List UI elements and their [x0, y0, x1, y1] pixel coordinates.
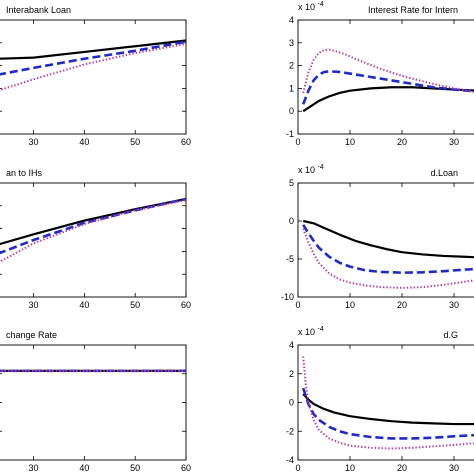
y-tick-label: 5 — [289, 178, 294, 188]
y-tick-label: 0 — [289, 106, 294, 116]
series-group — [0, 39, 186, 92]
x-tick-label: 30 — [449, 463, 459, 473]
panel-6: d.G x 10 -4 0 10 20 30 -4 -2 0 2 4 — [286, 326, 474, 473]
panel-3: an to IHs 30 40 50 60 — [0, 168, 191, 310]
x-tick-label: 30 — [449, 300, 459, 310]
x-tick-label: 20 — [397, 300, 407, 310]
x-tick-label: 0 — [295, 137, 300, 147]
y-tick-label: 2 — [289, 369, 294, 379]
x-tick-label: 30 — [29, 300, 39, 310]
x-tick-label: 10 — [345, 137, 355, 147]
axes-frame — [297, 344, 474, 461]
x-tick-label: 30 — [29, 137, 39, 147]
y-tick-label: -10 — [281, 292, 294, 302]
y-tick-label: 3 — [289, 38, 294, 48]
axes-frame — [297, 182, 474, 298]
series-line-dashed — [0, 197, 186, 255]
y-tick-label: 4 — [289, 15, 294, 25]
series-line-dotted — [0, 42, 186, 92]
panel-title: d.G — [443, 330, 458, 340]
x-tick-label: 20 — [397, 463, 407, 473]
x-tick-label: 30 — [29, 463, 39, 473]
y-tick-label: 4 — [289, 340, 294, 350]
axes-frame — [297, 19, 474, 135]
y-tick-label: 1 — [289, 83, 294, 93]
series-line-dotted — [302, 356, 474, 450]
series-line-dashed — [301, 387, 474, 440]
panel-title: d.Loan — [430, 168, 458, 178]
panel-title: change Rate — [6, 330, 57, 340]
exponent-power: -4 — [318, 164, 324, 171]
exponent-label: x 10 -4 — [298, 1, 324, 12]
x-tick-label: 0 — [295, 463, 300, 473]
series-line-solid — [0, 39, 186, 60]
x-tick-label: 50 — [130, 137, 140, 147]
x-tick-label: 10 — [345, 300, 355, 310]
y-tick-label: -5 — [286, 254, 294, 264]
axes-frame — [0, 182, 187, 298]
x-tick-label: 60 — [181, 137, 191, 147]
x-tick-label: 50 — [130, 463, 140, 473]
y-tick-label: -1 — [286, 129, 294, 139]
x-tick-label: 0 — [295, 300, 300, 310]
panel-5: change Rate 30 40 50 60 — [0, 330, 191, 473]
x-tick-label: 40 — [79, 137, 89, 147]
exponent-label: x 10 -4 — [298, 164, 324, 175]
exponent-power: -4 — [318, 1, 324, 8]
series-group — [0, 197, 186, 263]
series-group — [302, 219, 474, 289]
series-group — [301, 48, 474, 113]
axes-frame — [0, 19, 187, 135]
y-tick-label: 2 — [289, 61, 294, 71]
x-tick-label: 50 — [130, 300, 140, 310]
exponent-label: x 10 -4 — [298, 326, 324, 337]
y-tick-label: 0 — [289, 216, 294, 226]
y-tick-label: 0 — [289, 398, 294, 408]
panel-1: Interabank Loan 30 40 50 60 — [0, 5, 191, 147]
x-tick-label: 30 — [449, 137, 459, 147]
series-group — [301, 356, 474, 450]
x-tick-label: 40 — [79, 463, 89, 473]
y-tick-label: -2 — [286, 426, 294, 436]
x-tick-label: 60 — [181, 463, 191, 473]
panel-title: an to IHs — [6, 168, 43, 178]
x-tick-label: 10 — [345, 463, 355, 473]
series-line-dotted — [302, 48, 474, 94]
axes-frame — [0, 344, 187, 461]
series-line-dashed — [302, 224, 474, 274]
x-tick-label: 20 — [397, 137, 407, 147]
panel-title: Interabank Loan — [6, 5, 71, 15]
series-line-solid — [302, 219, 474, 259]
exponent-power: -4 — [318, 326, 324, 333]
panel-4: d.Loan x 10 -4 0 10 20 30 -10 -5 0 5 — [281, 164, 474, 310]
panel-title: Interest Rate for Intern — [368, 5, 458, 15]
x-tick-label: 40 — [79, 300, 89, 310]
series-line-dashed — [0, 40, 186, 76]
series-line-dashed — [301, 70, 474, 105]
y-tick-label: -4 — [286, 455, 294, 465]
x-tick-label: 60 — [181, 300, 191, 310]
series-line-solid — [302, 393, 474, 426]
